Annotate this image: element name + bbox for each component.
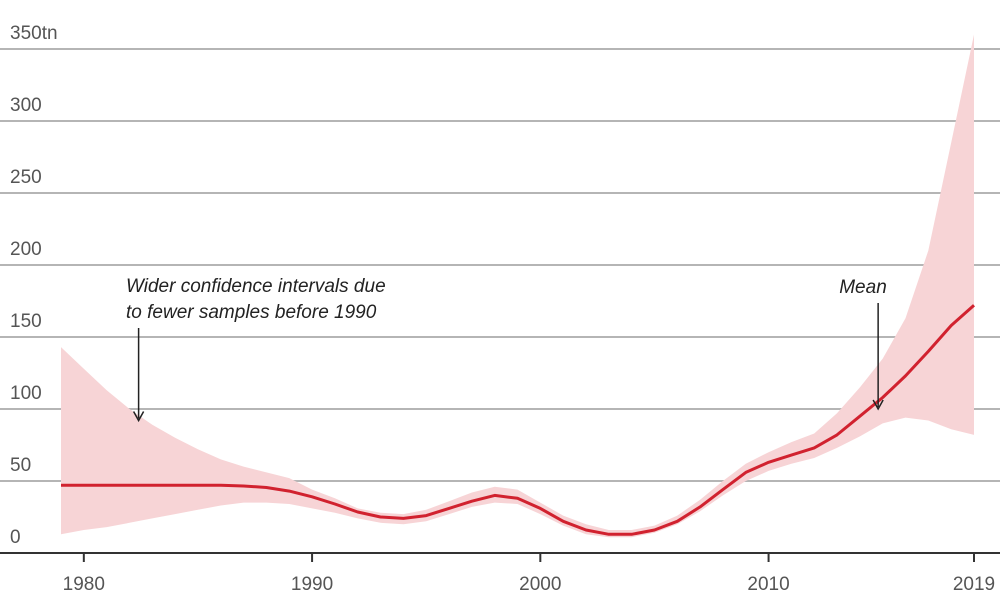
- y-tick-label-100: 100: [10, 383, 42, 404]
- y-tick-label-150: 150: [10, 311, 42, 332]
- x-tick-label-2019: 2019: [953, 574, 995, 595]
- annotation-0-line-1: to fewer samples before 1990: [126, 302, 377, 323]
- y-tick-label-200: 200: [10, 239, 42, 260]
- y-axis-tick-labels: 0 50 100 150 200 250 300 350tn: [10, 23, 58, 548]
- confidence-interval-band: [61, 34, 974, 538]
- x-tick-label-1980: 1980: [63, 574, 105, 595]
- annotation-1-line-0: Mean: [839, 277, 887, 298]
- x-tick-label-2010: 2010: [747, 574, 789, 595]
- x-tick-label-1990: 1990: [291, 574, 333, 595]
- x-tick-label-2000: 2000: [519, 574, 561, 595]
- y-tick-label-50: 50: [10, 455, 31, 476]
- y-tick-label-300: 300: [10, 95, 42, 116]
- y-tick-label-350: 350tn: [10, 23, 58, 44]
- y-tick-label-0: 0: [10, 527, 21, 548]
- annotation-0-line-0: Wider confidence intervals due: [126, 276, 386, 297]
- annotations: Wider confidence intervals due to fewer s…: [126, 276, 887, 423]
- mean-series-line: [61, 304, 975, 536]
- y-tick-label-250: 250: [10, 167, 42, 188]
- x-axis-ticks: 1980 1990 2000 2010 2019: [63, 553, 995, 595]
- grid-lines: [0, 48, 1000, 482]
- annotation-0-arrow-head: [132, 411, 145, 423]
- annotation-1-arrow-head: [872, 399, 884, 411]
